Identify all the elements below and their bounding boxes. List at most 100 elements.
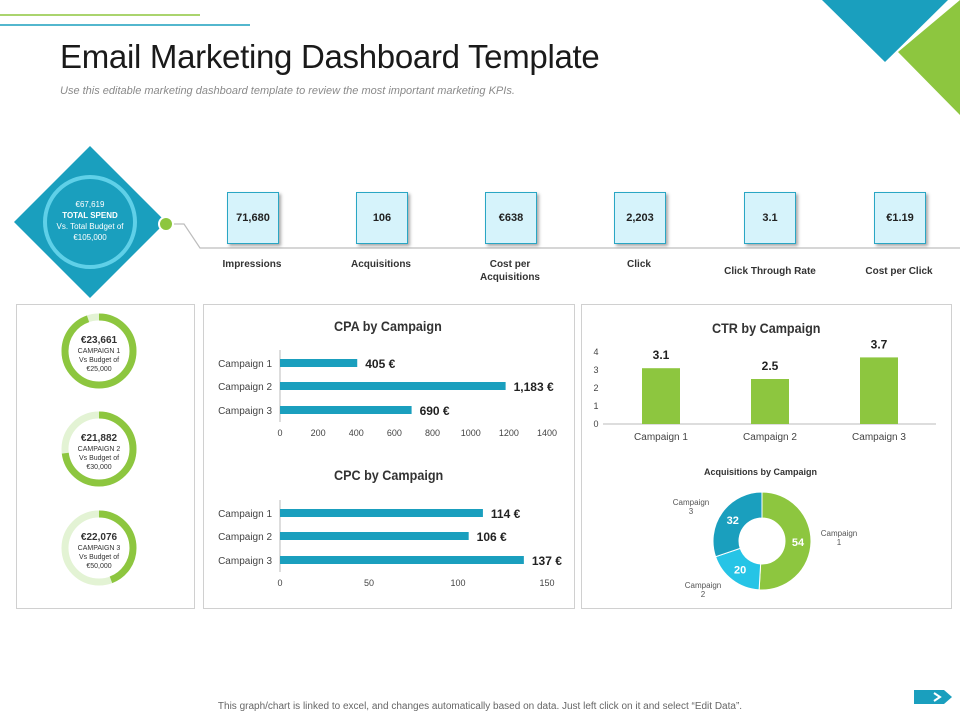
campaign-1-vs: Vs Budget of <box>78 357 120 364</box>
cpc-bar <box>280 556 524 564</box>
campaign-spend-rings <box>61 313 137 586</box>
campaign-1-name: CAMPAIGN 1 <box>77 348 121 355</box>
total-spend-label: TOTAL SPEND <box>62 211 118 220</box>
cpc-category-label: Campaign 2 <box>218 532 272 543</box>
cpc-tick-label: 150 <box>539 578 554 588</box>
kpi-cost-per-click: €1.19 <box>874 192 926 244</box>
ctr-tick-label: 4 <box>593 347 598 357</box>
kpi-cost-per-acquisition-label: Cost per Acquisitions <box>479 259 540 283</box>
donut-slice <box>712 491 763 558</box>
ctr-bar <box>751 379 789 424</box>
cpc-tick-label: 50 <box>364 578 374 588</box>
campaign-1-spend: €23,661 <box>80 335 118 346</box>
kpi-impressions: 71,680 <box>227 192 279 244</box>
kpi-click: 2,203 <box>614 192 666 244</box>
campaign-3-spend: €22,076 <box>80 532 118 543</box>
ctr-tick-label: 3 <box>593 365 598 375</box>
kpi-cost-per-click-label: Cost per Click <box>865 266 933 277</box>
cpc-data-label: 114 € <box>491 507 521 521</box>
ctr-data-label: 2.5 <box>762 359 779 373</box>
campaign-3-name: CAMPAIGN 3 <box>77 545 121 552</box>
total-spend-diamond <box>14 146 166 298</box>
cpa-tick-label: 1200 <box>499 428 519 438</box>
donut-category-label: Campaign 3 <box>673 498 709 516</box>
cpc-data-label: 106 € <box>477 530 507 544</box>
cpa-tick-label: 200 <box>311 428 326 438</box>
cpa-bar <box>280 359 358 367</box>
cpa-category-label: Campaign 3 <box>218 406 272 417</box>
cpa-tick-label: 1400 <box>537 428 557 438</box>
ctr-data-label: 3.1 <box>653 348 670 362</box>
total-spend-vs: Vs. Total Budget of <box>56 222 124 231</box>
ctr-bar <box>860 357 898 424</box>
page-subtitle: Use this editable marketing dashboard te… <box>60 85 515 97</box>
kpi-cost-per-acquisition-value: €638 <box>498 212 524 224</box>
campaign-3-ring-text: €22,076 CAMPAIGN 3 Vs Budget of €50,000 <box>60 531 138 571</box>
cpa-data-label: 1,183 € <box>514 380 554 394</box>
ctr-tick-label: 1 <box>593 401 598 411</box>
donut-category-label: Campaign 1 <box>821 529 857 547</box>
kpi-click-through-rate: 3.1 <box>744 192 796 244</box>
acquisitions-donut-chart: 54 Campaign 1 20 Campaign 2 32 Campaign 3 <box>673 491 857 599</box>
campaign-3-budget: €50,000 <box>86 563 112 570</box>
footer-note: This graph/chart is linked to excel, and… <box>217 701 743 712</box>
campaign-1-ring-text: €23,661 CAMPAIGN 1 Vs Budget of €25,000 <box>60 334 138 374</box>
top-decor <box>0 0 960 115</box>
donut-value-label: 20 <box>734 565 746 577</box>
page-title: Email Marketing Dashboard Template <box>60 38 600 75</box>
kpi-click-through-rate-label: Click Through Rate <box>724 266 816 277</box>
donut-value-label: 32 <box>727 515 739 527</box>
cpc-chart-title: CPC by Campaign <box>334 467 444 483</box>
next-arrow-icon[interactable] <box>912 688 954 706</box>
kpi-acquisitions-label: Acquisitions <box>350 259 411 270</box>
cpa-tick-label: 0 <box>277 428 282 438</box>
campaign-1-ring-progress <box>61 313 137 389</box>
cpc-data-label: 137 € <box>532 554 562 568</box>
ctr-bar <box>642 368 680 424</box>
campaign-1-budget: €25,000 <box>86 366 112 373</box>
kpi-click-label: Click <box>627 259 651 270</box>
cpc-bar <box>280 532 469 540</box>
kpi-acquisitions: 106 <box>356 192 408 244</box>
ctr-acquisitions-panel <box>581 304 952 609</box>
ctr-tick-label: 2 <box>593 383 598 393</box>
campaign-2-name: CAMPAIGN 2 <box>77 446 121 453</box>
cpc-category-label: Campaign 1 <box>218 509 272 520</box>
cpa-bar <box>280 382 506 390</box>
corner-teal-triangle <box>822 0 948 62</box>
cpa-tick-label: 600 <box>387 428 402 438</box>
ctr-tick-label: 0 <box>593 419 598 429</box>
kpi-impressions-label: Impressions <box>222 259 282 270</box>
donut-value-label: 54 <box>792 537 805 549</box>
ctr-category-label: Campaign 3 <box>852 432 906 443</box>
total-spend-value: €67,619 <box>75 200 105 209</box>
total-spend-graphic <box>14 146 960 298</box>
cpc-bar <box>280 509 483 517</box>
connector-dot <box>158 216 174 232</box>
kpi-click-value: 2,203 <box>626 212 654 224</box>
kpi-acquisitions-value: 106 <box>372 212 392 224</box>
ctr-chart: 0 1 2 3 4 3.1 Campaign 1 2.5 Campaign 2 3.7 Campai… <box>593 337 936 443</box>
cpa-tick-label: 1000 <box>461 428 481 438</box>
total-spend-text: €67,619 TOTAL SPEND Vs. Total Budget of … <box>45 199 135 243</box>
corner-green-triangle <box>898 0 960 115</box>
cpa-data-label: 405 € <box>365 357 395 371</box>
cpc-tick-label: 100 <box>450 578 465 588</box>
cpa-tick-label: 400 <box>349 428 364 438</box>
campaign-2-budget: €30,000 <box>86 464 112 471</box>
campaign-2-spend: €21,882 <box>80 433 118 444</box>
ctr-category-label: Campaign 1 <box>634 432 688 443</box>
cpa-category-label: Campaign 2 <box>218 382 272 393</box>
kpi-impressions-value: 71,680 <box>236 212 270 224</box>
campaign-spend-panel <box>16 304 195 609</box>
donut-category-label: Campaign 2 <box>685 581 721 599</box>
total-spend-ring <box>43 175 137 269</box>
campaign-2-ring-text: €21,882 CAMPAIGN 2 Vs Budget of €30,000 <box>60 432 138 472</box>
kpi-cost-per-acquisition: €638 <box>485 192 537 244</box>
next-arrow-shape <box>914 690 952 704</box>
cpa-data-label: 690 € <box>420 404 450 418</box>
cpc-chart: Campaign 1 114 € Campaign 2 106 € Campaign 3… <box>218 500 562 588</box>
cpa-chart-title: CPA by Campaign <box>334 318 442 334</box>
next-arrow-chevron <box>933 692 942 702</box>
campaign-3-vs: Vs Budget of <box>78 554 120 561</box>
